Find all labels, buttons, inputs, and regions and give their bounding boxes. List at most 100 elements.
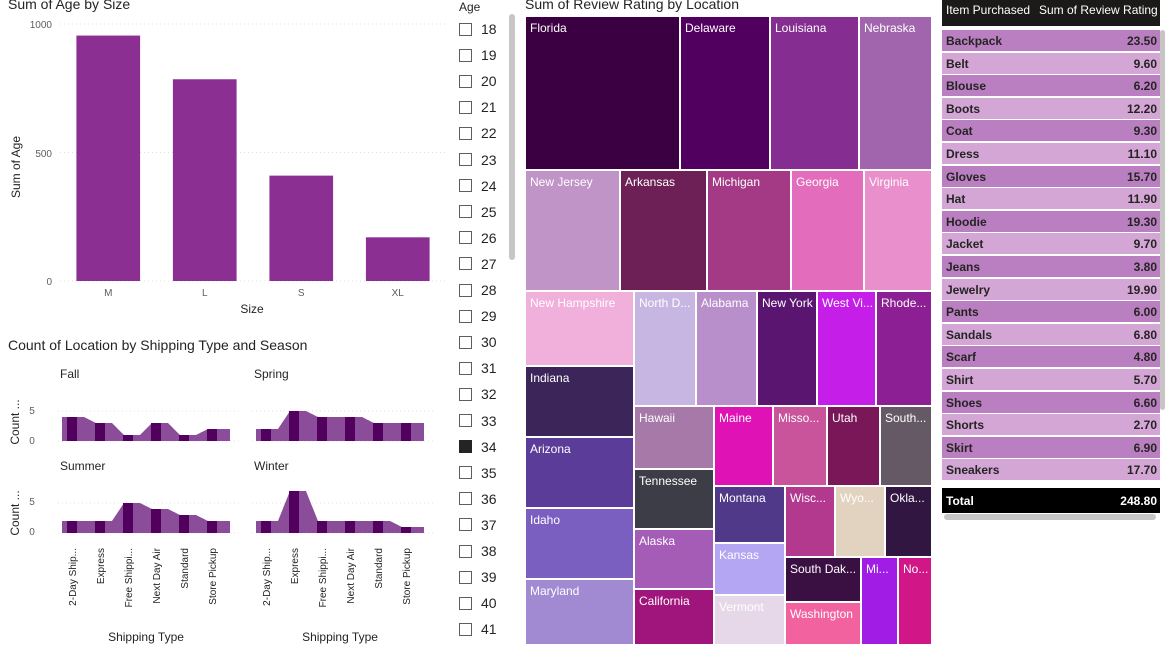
slicer-item-41[interactable]: 41 [459, 616, 497, 642]
table-row[interactable]: Hoodie 19.30 [942, 209, 1160, 232]
bar-fall-3[interactable] [151, 423, 161, 441]
slicer-item-26[interactable]: 26 [459, 225, 497, 251]
bar-winter-3[interactable] [345, 521, 355, 533]
bar-fall-5[interactable] [207, 429, 217, 441]
table-vertical-scrollbar[interactable] [1160, 30, 1165, 410]
slicer-checkbox[interactable] [459, 257, 472, 271]
bar-s[interactable] [269, 175, 334, 281]
slicer-item-22[interactable]: 22 [459, 120, 497, 146]
table-row[interactable]: Backpack 23.50 [942, 29, 1160, 51]
slicer-item-18[interactable]: 18 [459, 16, 497, 42]
bar-l[interactable] [172, 79, 237, 281]
bar-summer-2[interactable] [123, 503, 133, 533]
slicer-item-21[interactable]: 21 [459, 94, 497, 120]
treemap-tile-florida[interactable]: Florida [525, 16, 680, 170]
table-row[interactable]: Coat 9.30 [942, 119, 1160, 142]
slicer-item-29[interactable]: 29 [459, 303, 497, 329]
treemap-tile-wisc[interactable]: Wisc... [785, 486, 835, 557]
treemap-tile-hawaii[interactable]: Hawaii [634, 406, 714, 469]
treemap-tile-vermont[interactable]: Vermont [714, 595, 785, 645]
slicer-item-38[interactable]: 38 [459, 538, 497, 564]
slicer-item-30[interactable]: 30 [459, 329, 497, 355]
table-horizontal-scrollbar[interactable] [944, 514, 1156, 520]
slicer-item-39[interactable]: 39 [459, 564, 497, 590]
table-row[interactable]: Gloves 15.70 [942, 164, 1160, 187]
slicer-checkbox[interactable] [459, 205, 472, 219]
table-row[interactable]: Dress 11.10 [942, 142, 1160, 164]
bar-spring-2[interactable] [317, 417, 327, 441]
slicer-checkbox[interactable] [459, 126, 472, 140]
slicer-item-20[interactable]: 20 [459, 68, 497, 94]
treemap-tile-arkansas[interactable]: Arkansas [620, 170, 707, 291]
treemap-tile-mi[interactable]: Mi... [861, 557, 898, 645]
treemap-tile-misso[interactable]: Misso... [773, 406, 827, 486]
slicer-checkbox[interactable] [459, 596, 472, 610]
bar-summer-5[interactable] [207, 521, 217, 533]
slicer-item-40[interactable]: 40 [459, 590, 497, 616]
treemap-tile-idaho[interactable]: Idaho [525, 508, 634, 579]
col-header-rating[interactable]: Sum of Review Rating [1039, 3, 1158, 17]
treemap-tile-west-vi[interactable]: West Vi... [817, 291, 876, 406]
table-row[interactable]: Skirt 6.90 [942, 435, 1160, 458]
table-row[interactable]: Jacket 9.70 [942, 232, 1160, 255]
slicer-item-27[interactable]: 27 [459, 251, 497, 277]
treemap-tile-okla[interactable]: Okla... [885, 486, 932, 557]
slicer-item-19[interactable]: 19 [459, 42, 497, 68]
slicer-checkbox[interactable] [459, 622, 472, 636]
slicer-checkbox[interactable] [459, 544, 472, 558]
table-row[interactable]: Shoes 6.60 [942, 390, 1160, 413]
bar-winter-1[interactable] [289, 491, 299, 533]
slicer-checkbox[interactable] [459, 179, 472, 193]
table-row[interactable]: Sandals 6.80 [942, 322, 1160, 345]
table-row[interactable]: Blouse 6.20 [942, 74, 1160, 97]
treemap-tile-indiana[interactable]: Indiana [525, 366, 634, 437]
bar-spring-3[interactable] [345, 417, 355, 441]
col-header-item[interactable]: Item Purchased [946, 3, 1031, 17]
treemap-tile-maryland[interactable]: Maryland [525, 579, 634, 645]
treemap-tile-no[interactable]: No... [898, 557, 932, 645]
slicer-checkbox[interactable] [459, 153, 472, 166]
slicer-checkbox[interactable] [459, 440, 472, 454]
age-slicer-scrollbar[interactable] [509, 14, 515, 260]
slicer-checkbox[interactable] [459, 309, 472, 323]
slicer-item-33[interactable]: 33 [459, 408, 497, 434]
slicer-item-24[interactable]: 24 [459, 173, 497, 199]
bar-summer-0[interactable] [67, 521, 77, 533]
slicer-item-35[interactable]: 35 [459, 460, 497, 486]
slicer-checkbox[interactable] [459, 231, 472, 245]
bar-spring-0[interactable] [261, 429, 271, 441]
slicer-checkbox[interactable] [459, 492, 472, 506]
slicer-item-31[interactable]: 31 [459, 355, 497, 381]
treemap-tile-new-york[interactable]: New York [757, 291, 817, 406]
slicer-checkbox[interactable] [459, 335, 472, 349]
slicer-checkbox[interactable] [459, 518, 472, 532]
table-row[interactable]: Belt 9.60 [942, 51, 1160, 74]
bar-winter-5[interactable] [401, 527, 411, 533]
treemap-tile-georgia[interactable]: Georgia [791, 170, 864, 291]
bar-fall-0[interactable] [67, 417, 77, 441]
treemap-tile-michigan[interactable]: Michigan [707, 170, 791, 291]
bar-summer-1[interactable] [95, 521, 105, 533]
bar-winter-2[interactable] [317, 521, 327, 533]
slicer-item-23[interactable]: 23 [459, 147, 497, 173]
treemap-tile-alabama[interactable]: Alabama [696, 291, 757, 406]
table-row[interactable]: Sneakers 17.70 [942, 458, 1160, 481]
slicer-item-36[interactable]: 36 [459, 486, 497, 512]
treemap-tile-louisiana[interactable]: Louisiana [770, 16, 859, 170]
slicer-item-32[interactable]: 32 [459, 381, 497, 407]
bar-winter-4[interactable] [373, 521, 383, 533]
slicer-item-25[interactable]: 25 [459, 199, 497, 225]
treemap-tile-california[interactable]: California [634, 589, 714, 645]
bar-summer-4[interactable] [179, 515, 189, 533]
table-row[interactable]: Boots 12.20 [942, 96, 1160, 119]
bar-xl[interactable] [365, 237, 430, 281]
slicer-checkbox[interactable] [459, 361, 472, 375]
slicer-checkbox[interactable] [459, 48, 472, 62]
treemap-tile-delaware[interactable]: Delaware [680, 16, 770, 170]
table-row[interactable]: Scarf 4.80 [942, 345, 1160, 368]
treemap-tile-kansas[interactable]: Kansas [714, 543, 785, 595]
treemap-tile-maine[interactable]: Maine [714, 406, 773, 486]
slicer-checkbox[interactable] [459, 100, 472, 114]
table-row[interactable]: Hat 11.90 [942, 187, 1160, 210]
slicer-item-28[interactable]: 28 [459, 277, 497, 303]
